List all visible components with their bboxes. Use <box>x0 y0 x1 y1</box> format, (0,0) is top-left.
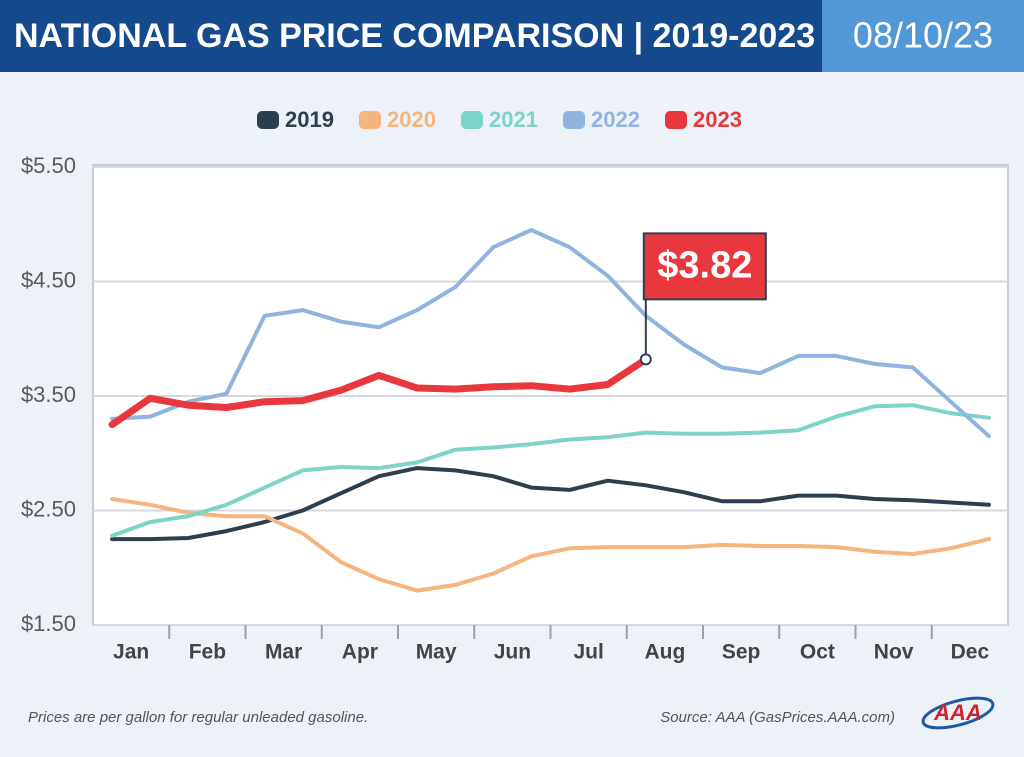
x-tick-label: Oct <box>800 641 835 664</box>
legend-label: 2021 <box>489 107 538 132</box>
x-tick-label: Aug <box>644 641 685 664</box>
legend-swatch <box>563 111 585 129</box>
series-line <box>110 228 991 439</box>
header-bar <box>0 0 822 72</box>
series-line <box>108 355 650 429</box>
data-label: $3.82 <box>657 244 752 286</box>
date-box <box>822 0 1024 72</box>
source: Source: AAA (GasPrices.AAA.com) <box>660 709 895 726</box>
x-tick-label: Sep <box>722 641 761 664</box>
footnote: Prices are per gallon for regular unlead… <box>28 709 368 726</box>
x-tick-label: Mar <box>265 641 302 664</box>
logo-ring <box>921 696 995 730</box>
series-line <box>110 497 991 593</box>
x-tick-label: Feb <box>189 641 226 664</box>
x-tick-label: Dec <box>951 641 990 664</box>
x-tick-label: Nov <box>874 641 914 664</box>
date: 08/10/23 <box>853 15 993 56</box>
legend-label: 2020 <box>387 107 436 132</box>
x-tick-label: May <box>416 641 457 664</box>
legend-swatch <box>665 111 687 129</box>
series-line <box>110 403 991 538</box>
legend-swatch <box>461 111 483 129</box>
x-tick-label: Jan <box>113 641 149 664</box>
legend-label: 2022 <box>591 107 640 132</box>
chart-title: NATIONAL GAS PRICE COMPARISON | 2019-202… <box>14 17 815 55</box>
x-tick-label: Jun <box>494 641 531 664</box>
logo: AAA <box>933 700 982 725</box>
callout-box <box>642 232 767 301</box>
legend-swatch <box>359 111 381 129</box>
y-tick-label: $1.50 <box>21 611 76 636</box>
callout-dot <box>639 353 652 366</box>
legend-label: 2023 <box>693 107 742 132</box>
x-tick-label: Jul <box>573 641 603 664</box>
legend-swatch <box>257 111 279 129</box>
y-tick-label: $4.50 <box>21 267 76 292</box>
y-tick-label: $2.50 <box>21 496 76 521</box>
y-tick-label: $5.50 <box>21 153 76 178</box>
legend-label: 2019 <box>285 107 334 132</box>
y-tick-label: $3.50 <box>21 382 76 407</box>
x-tick-label: Apr <box>342 641 378 664</box>
series-line <box>110 466 991 542</box>
